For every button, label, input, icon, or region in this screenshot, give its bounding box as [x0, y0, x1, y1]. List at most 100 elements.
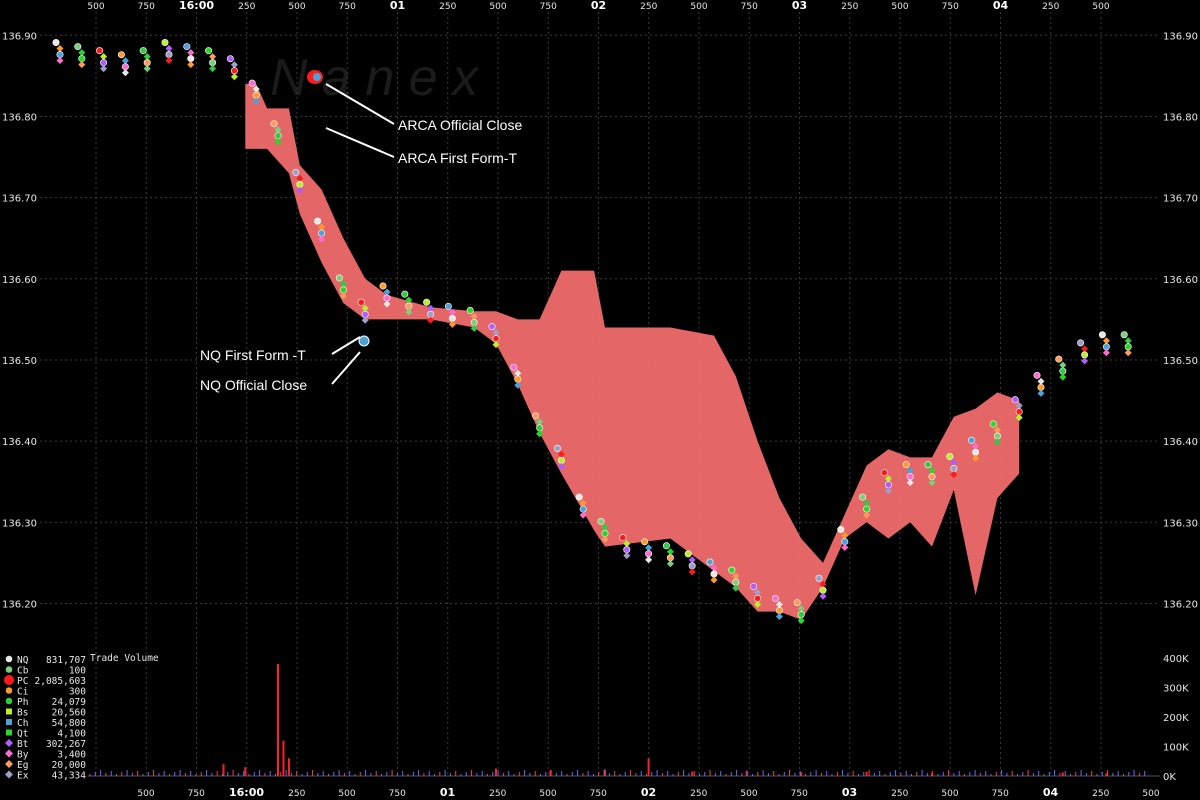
trade-point: [928, 473, 936, 481]
trade-point: [1098, 331, 1106, 339]
trade-point: [1102, 343, 1110, 351]
x-tick-label-bottom: 250: [690, 789, 707, 799]
x-tick-label-bottom: 250: [891, 789, 908, 799]
x-tick-label-bottom: 750: [389, 789, 406, 799]
trade-point: [466, 306, 474, 314]
x-tick-label-bottom: 02: [641, 786, 656, 799]
legend-count: 2,085,603: [35, 676, 86, 687]
trade-point: [1033, 371, 1041, 379]
legend-code: Ch: [17, 718, 28, 729]
x-tick-label-bottom: 750: [188, 789, 205, 799]
trade-point: [121, 63, 129, 71]
trade-point: [488, 323, 496, 331]
trade-point: [252, 85, 260, 93]
trade-point: [161, 39, 169, 47]
trade-point: [884, 487, 892, 495]
trade-point: [401, 290, 409, 298]
trade-point: [448, 320, 456, 328]
legend-marker: [5, 760, 13, 768]
watermark: N a n e x: [270, 49, 480, 107]
trade-point: [1059, 361, 1067, 369]
x-tick-label-bottom: 03: [842, 786, 857, 799]
trade-point: [906, 467, 914, 475]
legend-marker: [6, 708, 12, 715]
trade-point: [296, 186, 304, 194]
trade-point: [121, 69, 129, 77]
trade-point: [1081, 345, 1089, 353]
volume-panel: 400K 300K 200K 100K 0K Trade Volume: [88, 653, 1189, 783]
trade-point: [553, 444, 561, 452]
trade-point: [117, 51, 125, 59]
trade-point: [797, 605, 805, 613]
trade-point: [1011, 396, 1019, 404]
annotation-label: ARCA First Form-T: [398, 150, 517, 166]
trade-point: [732, 572, 740, 580]
trade-point: [187, 55, 195, 63]
trade-point: [143, 65, 151, 73]
trade-point: [815, 574, 823, 582]
trade-point: [1124, 337, 1132, 345]
trade-point: [252, 97, 260, 105]
trade-point: [1015, 402, 1023, 410]
trade-point: [859, 493, 867, 501]
trade-point: [100, 53, 108, 61]
y-axis-ticks: 136.90 136.90 136.80 136.80 136.70 136.70 136.…: [2, 31, 1198, 610]
y-tick-label-right: 136.60: [1163, 275, 1198, 286]
annotations: ARCA Official Close ARCA First Form-T NQ F…: [200, 70, 522, 393]
trade-point: [187, 61, 195, 69]
y-tick-label-left: 136.70: [2, 194, 37, 205]
trade-point: [296, 174, 304, 182]
trade-point: [205, 47, 213, 55]
x-tick-label-top: 500: [489, 2, 506, 12]
x-tick-label-top: 750: [138, 2, 155, 12]
trade-point: [1037, 389, 1045, 397]
trade-point: [470, 312, 478, 320]
trade-point: [928, 479, 936, 487]
trade-point: [601, 523, 609, 531]
volume-label: Trade Volume: [90, 653, 159, 664]
trade-point: [688, 562, 696, 570]
legend-marker: [4, 675, 14, 685]
trade-point: [314, 217, 322, 225]
trade-point: [405, 308, 413, 316]
legend-marker: [5, 687, 13, 694]
x-tick-label-top: 250: [640, 2, 657, 12]
x-tick-label-top: 750: [540, 2, 557, 12]
trade-point: [1055, 355, 1063, 363]
legend-code: Ph: [17, 697, 28, 708]
trade-point: [993, 438, 1001, 446]
legend-code: Bt: [17, 739, 28, 750]
trade-point: [335, 274, 343, 282]
x-tick-label-top: 750: [339, 2, 356, 12]
trade-point: [863, 511, 871, 519]
legend-marker: [6, 719, 12, 725]
trade-point: [641, 538, 649, 546]
trade-point: [1120, 331, 1128, 339]
arca-close-marker-inner: [313, 73, 321, 81]
x-tick-label-top: 500: [288, 2, 305, 12]
trade-point: [56, 57, 64, 65]
y-tick-label-right: 136.50: [1163, 356, 1198, 367]
x-tick-label-bottom: 750: [590, 789, 607, 799]
trade-point: [710, 576, 718, 584]
trade-point: [536, 430, 544, 438]
trade-point: [797, 611, 805, 619]
trade-point: [383, 300, 391, 308]
trade-point: [950, 464, 958, 472]
trade-point: [706, 558, 714, 566]
trade-point: [950, 458, 958, 466]
trade-point: [318, 235, 326, 243]
trade-point: [100, 59, 108, 67]
annotation-line: [331, 351, 361, 385]
trade-point: [771, 595, 779, 603]
y-tick-label-left: 136.60: [2, 275, 37, 286]
trade-point: [296, 180, 304, 188]
trade-point: [339, 286, 347, 294]
trade-point: [1102, 337, 1110, 345]
trade-point: [100, 65, 108, 73]
x-tick-label-top: 02: [591, 0, 606, 12]
trade-point: [209, 59, 217, 67]
trade-point: [645, 556, 653, 564]
volume-tick-label: 300K: [1163, 684, 1189, 695]
trade-point: [183, 43, 191, 51]
